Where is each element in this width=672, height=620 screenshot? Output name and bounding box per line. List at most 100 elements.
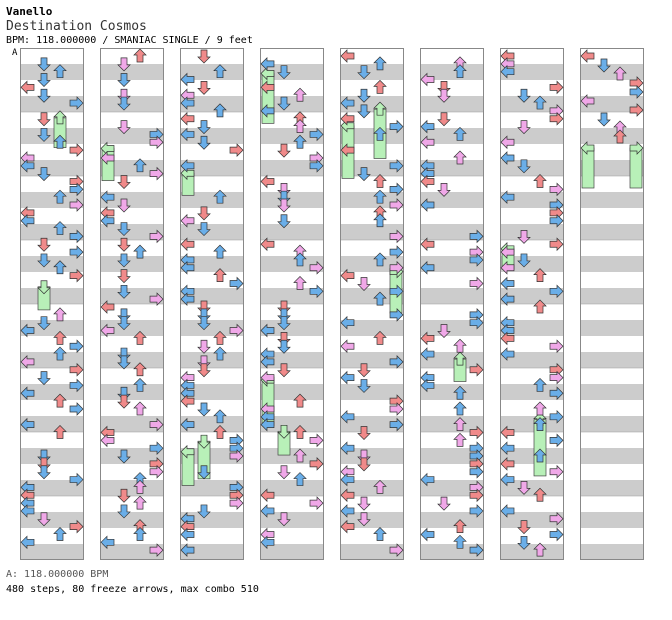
arrow-right: [549, 464, 564, 479]
beat-stripe: [260, 416, 324, 432]
arrow-up: [373, 479, 387, 494]
beat-stripe: [580, 416, 644, 432]
arrow-left: [500, 347, 515, 361]
arrow-left: [260, 104, 275, 118]
arrow-up: [453, 401, 467, 416]
beat-stripe: [180, 224, 244, 240]
arrow-left: [500, 292, 515, 307]
beat-stripe: [420, 96, 484, 112]
beat-stripe: [340, 512, 404, 528]
beat-stripe: [180, 160, 244, 176]
arrow-left: [260, 174, 275, 189]
arrow-right: [69, 198, 84, 212]
beat-stripe: [420, 160, 484, 176]
arrow-left: [500, 457, 515, 471]
beat-stripe: [20, 128, 84, 144]
arrow-down: [197, 120, 211, 135]
chart-column: [580, 48, 644, 560]
beat-stripe: [180, 448, 244, 464]
beat-stripe: [20, 512, 84, 528]
arrow-right: [149, 417, 164, 432]
arrow-up: [53, 307, 67, 322]
arrow-left: [340, 96, 355, 110]
arrow-up: [133, 401, 147, 416]
arrow-down: [517, 520, 531, 535]
beat-stripe: [20, 544, 84, 560]
arrow-up: [293, 472, 307, 486]
arrow-up: [533, 299, 547, 314]
arrow-down: [197, 434, 211, 449]
arrow-up: [293, 134, 307, 149]
arrow-right: [549, 511, 564, 526]
arrow-down: [37, 512, 51, 527]
arrow-down: [357, 426, 371, 440]
arrow-right: [69, 143, 84, 157]
beat-stripe: [340, 352, 404, 368]
beat-stripe: [420, 480, 484, 496]
beat-stripe: [420, 224, 484, 240]
arrow-down: [37, 280, 51, 295]
arrow-left: [260, 417, 275, 432]
beat-stripe: [180, 352, 244, 368]
arrow-up: [213, 409, 227, 424]
beat-stripe: [500, 160, 564, 176]
beat-stripe: [420, 256, 484, 272]
chart-column: [100, 48, 164, 560]
arrow-left: [20, 158, 35, 173]
arrow-right: [389, 307, 404, 322]
arrow-down: [197, 363, 211, 378]
column-frame: [340, 48, 404, 560]
column-frame: [180, 48, 244, 560]
beat-stripe: [260, 448, 324, 464]
chart-stats: 480 steps, 80 freeze arrows, max combo 5…: [6, 584, 259, 595]
beat-stripe: [100, 256, 164, 272]
arrow-up: [453, 351, 467, 366]
beat-stripe: [500, 384, 564, 400]
arrow-right: [69, 174, 84, 189]
arrow-right: [469, 425, 484, 440]
arrow-right: [549, 370, 564, 385]
arrow-right: [309, 496, 324, 510]
arrow-left: [500, 245, 515, 259]
arrow-right: [629, 103, 644, 117]
arrow-up: [373, 79, 387, 94]
beat-stripe: [260, 352, 324, 368]
beat-stripe: [100, 64, 164, 80]
arrow-down: [37, 57, 51, 72]
arrow-down: [357, 379, 371, 393]
arrow-right: [549, 237, 564, 252]
arrow-left: [340, 370, 355, 385]
arrow-right: [549, 111, 564, 126]
beat-stripe: [580, 256, 644, 272]
arrow-up: [133, 330, 147, 345]
freeze-arrow: [629, 147, 643, 189]
arrow-up: [453, 417, 467, 432]
arrow-up: [373, 101, 387, 116]
arrow-left: [100, 300, 115, 314]
arrow-down: [37, 465, 51, 480]
arrow-down: [117, 284, 131, 299]
chart-column: [180, 48, 244, 560]
beat-stripe: [20, 288, 84, 304]
beat-stripe: [180, 512, 244, 528]
chart-column: [340, 48, 404, 560]
arrow-left: [340, 441, 355, 456]
arrow-right: [309, 127, 324, 142]
freeze-arrow: [181, 451, 195, 486]
arrow-right: [549, 433, 564, 448]
arrow-left: [20, 355, 35, 369]
arrow-right: [229, 496, 244, 510]
arrow-right: [69, 96, 84, 110]
arrow-down: [117, 175, 131, 189]
arrow-left: [180, 158, 195, 173]
arrow-right: [149, 292, 164, 307]
freeze-arrow: [261, 73, 275, 124]
arrow-right: [309, 457, 324, 471]
beat-stripe: [500, 544, 564, 560]
arrow-up: [453, 534, 467, 549]
arrow-up: [53, 393, 67, 408]
arrow-down: [437, 496, 451, 511]
arrow-right: [549, 386, 564, 401]
arrow-right: [389, 158, 404, 173]
beat-stripe: [420, 416, 484, 432]
